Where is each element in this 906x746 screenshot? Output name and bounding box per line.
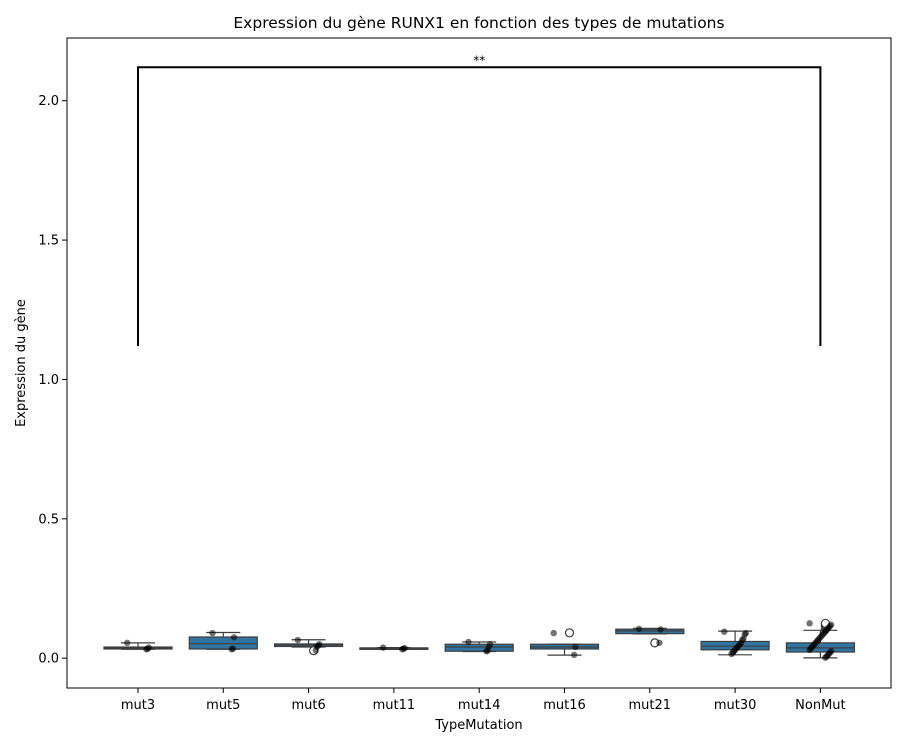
box-mut21 [615,625,685,648]
x-tick-label: mut11 [373,698,416,713]
x-axis-ticks: mut3 mut5 mut6 mut11 mut14 mut16 mut21 mut30 Non… [121,688,846,713]
y-tick-label: 1.5 [38,234,59,249]
data-point [228,646,235,653]
data-point [822,654,829,661]
box-mut5 [188,629,258,653]
data-point [572,643,579,651]
data-point [550,629,557,637]
data-point [230,634,238,641]
chart-title: Expression du gène RUNX1 en fonction des… [233,14,724,32]
outlier-point [564,628,575,638]
y-tick-label: 0.0 [38,652,59,667]
box-iqr [444,643,514,652]
x-axis-label: TypeMutation [434,718,522,733]
box-mut16 [529,628,600,659]
x-tick-label: mut3 [121,698,155,713]
box-iqr [188,636,258,650]
data-point [806,646,813,654]
x-tick-label: mut21 [629,698,672,713]
data-point [483,648,490,655]
box-mut14 [444,638,514,655]
data-point [656,639,663,647]
box-NonMut [785,618,856,661]
data-point [124,639,131,647]
box-mut30 [700,628,770,658]
x-tick-label: NonMut [795,698,845,713]
data-point [399,646,406,653]
data-point [570,651,578,659]
data-point [465,638,472,646]
y-tick-label: 0.5 [38,512,59,527]
y-axis-ticks: 0.0 0.5 1.0 1.5 2.0 [38,94,67,667]
data-point [806,620,813,627]
x-tick-label: mut16 [543,698,586,713]
data-point [721,628,728,635]
x-tick-label: mut5 [206,698,240,713]
data-point [657,626,664,633]
data-point [294,636,301,644]
y-tick-label: 1.0 [38,373,59,388]
x-tick-label: mut6 [291,698,325,713]
x-tick-label: mut30 [714,698,757,713]
significance-bracket [137,66,822,346]
data-point [143,646,150,653]
y-axis-label: Expression du gène [14,299,29,427]
data-point [635,625,643,633]
data-point [312,647,319,654]
box-mut11 [359,644,429,653]
box-mut6 [274,636,344,656]
data-point [379,644,387,651]
data-point [728,650,735,658]
box-mut3 [103,639,173,653]
significance-label: ** [473,53,485,67]
x-tick-label: mut14 [458,698,501,713]
plot-area: ** [103,53,856,661]
data-point [209,629,216,637]
y-tick-label: 2.0 [38,94,59,109]
axes-frame [66,37,892,689]
